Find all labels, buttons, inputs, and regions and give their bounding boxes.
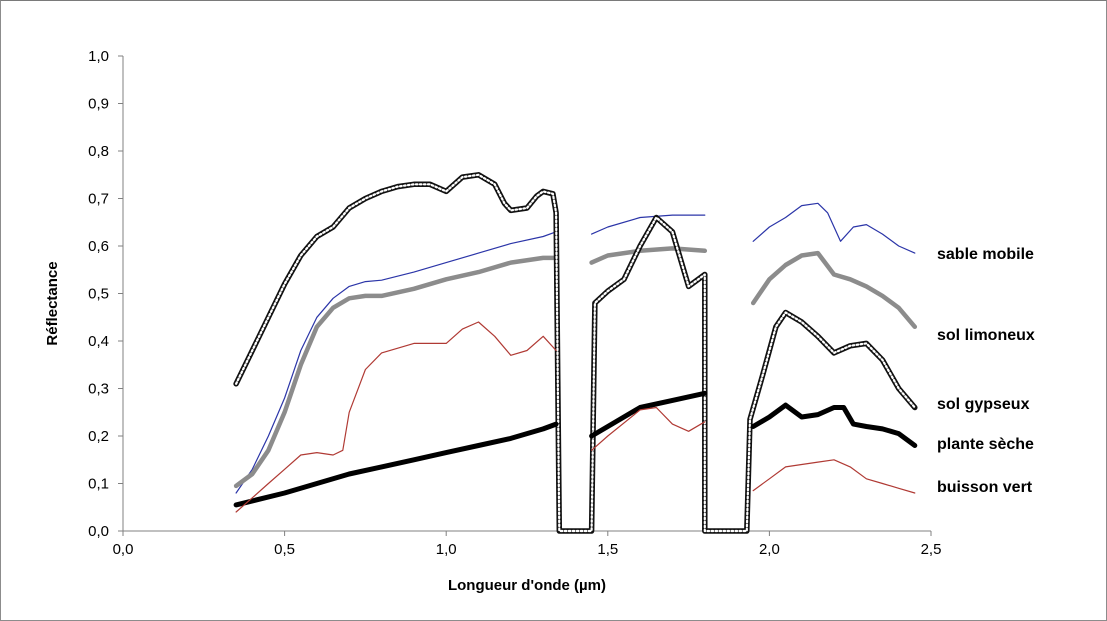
y-tick-label: 0,0 (88, 523, 109, 540)
series-line-plante-seche (750, 402, 918, 448)
y-tick-label: 0,9 (88, 96, 109, 113)
x-tick-label: 2,5 (921, 541, 942, 558)
legend-label-sable-mobile: sable mobile (937, 246, 1034, 263)
series-line-sol-limoneux (233, 255, 559, 489)
series-line-buisson-vert (752, 459, 916, 494)
series-line-pattern-sol-gypseux (235, 173, 916, 533)
series-line-sable-mobile (235, 231, 557, 494)
y-tick-label: 0,6 (88, 238, 109, 255)
series-line-sable-mobile (752, 202, 916, 254)
series-line-plante-seche (589, 390, 708, 439)
y-tick-label: 0,2 (88, 428, 109, 445)
y-tick-label: 1,0 (88, 48, 109, 65)
series-line-sable-mobile (591, 214, 706, 235)
plot-axes: 0,0 0,1 0,2 0,3 0,4 0,5 0,6 0,7 0,8 0,9 1,0 0,0 0,5 1… (88, 48, 941, 558)
y-tick-label: 0,1 (88, 476, 109, 493)
series-sable-mobile (235, 202, 916, 494)
y-tick-label: 0,4 (88, 333, 109, 350)
x-tick-label: 0,0 (113, 541, 134, 558)
series-line-buisson-vert (591, 406, 706, 451)
x-axis-title: Longueur d'onde (µm) (448, 577, 606, 594)
series-buisson-vert (235, 321, 916, 513)
series-layer (233, 172, 918, 534)
x-tick-label: 1,0 (436, 541, 457, 558)
x-tick-label: 2,0 (759, 541, 780, 558)
y-tick-label: 0,7 (88, 191, 109, 208)
series-line-sol-limoneux (589, 246, 708, 265)
y-axis-title: Réflectance (44, 261, 61, 345)
series-line-buisson-vert (235, 321, 557, 513)
legend-label-sol-gypseux: sol gypseux (937, 396, 1030, 413)
series-line-sol-limoneux (750, 250, 918, 330)
y-tick-label: 0,3 (88, 381, 109, 398)
legend-label-buisson-vert: buisson vert (937, 479, 1033, 496)
labels-layer: sable mobile sol limoneux sol gypseux plant… (937, 246, 1035, 496)
series-sol-gypseux (233, 172, 918, 534)
x-tick-label: 0,5 (274, 541, 295, 558)
legend-label-sol-limoneux: sol limoneux (937, 327, 1035, 344)
y-tick-label: 0,5 (88, 286, 109, 303)
series-plante-seche (233, 390, 918, 508)
legend-label-plante-seche: plante sèche (937, 436, 1034, 453)
series-sol-limoneux (233, 246, 918, 489)
y-tick-label: 0,8 (88, 143, 109, 160)
series-line-plante-seche (233, 421, 559, 508)
x-tick-label: 1,5 (597, 541, 618, 558)
